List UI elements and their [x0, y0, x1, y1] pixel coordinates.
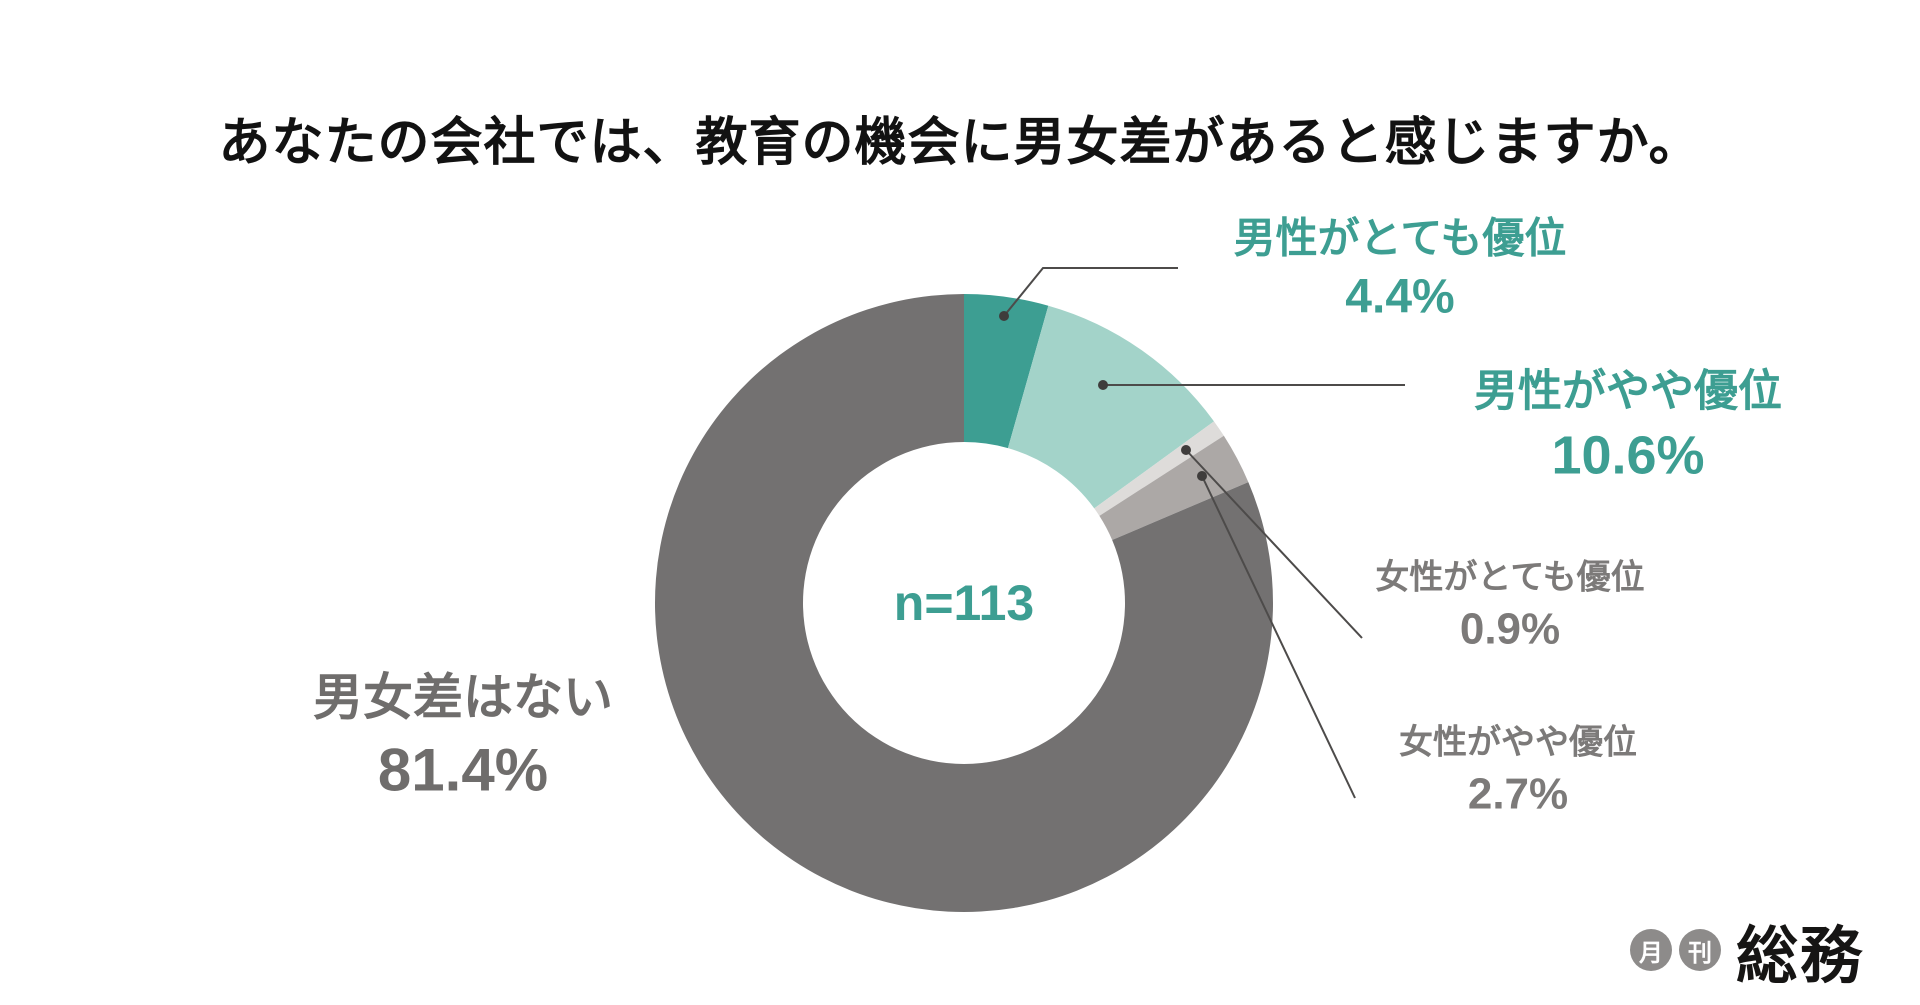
callout-male-slight: 男性がやや優位 10.6%: [1474, 362, 1782, 491]
logo-badge-kan: 刊: [1678, 929, 1721, 971]
pie-segment-2: [1094, 421, 1224, 516]
logo-name: 総務: [1735, 922, 1864, 991]
callout-label: 男女差はない: [313, 669, 613, 726]
callout-value: 2.7%: [1467, 769, 1569, 819]
logo-badge-month: 月: [1629, 929, 1672, 971]
chart-title: あなたの会社では、教育の機会に男女差があると感じますか。: [218, 114, 1702, 172]
callout-label: 男性がとても優位: [1233, 214, 1567, 262]
leader-line-male-strong: [1003, 267, 1178, 317]
callout-label: 男性がやや優位: [1474, 366, 1782, 416]
callout-value: 81.4%: [377, 736, 549, 804]
leader-dot-male-strong: [999, 311, 1009, 321]
leader-line-female-slight: [1201, 475, 1356, 799]
callout-label: 女性がとても優位: [1375, 558, 1645, 597]
callout-value: 4.4%: [1345, 271, 1455, 325]
leader-dot-male-slight: [1098, 380, 1108, 390]
publisher-logo: 月 刊 総務: [1629, 905, 1864, 995]
pie-segment-4: [654, 294, 1273, 912]
leader-dot-female-strong: [1181, 445, 1191, 455]
leader-line-female-strong: [1185, 449, 1363, 639]
sample-size-label: n=113: [893, 575, 1035, 631]
callout-male-strong: 男性がとても優位 4.4%: [1234, 211, 1567, 330]
pie-segment-3: [1099, 435, 1249, 540]
pie-segment-0: [964, 294, 1049, 449]
pie-segment-1: [1007, 305, 1214, 509]
callout-label: 女性がやや優位: [1399, 723, 1637, 762]
callout-value: 10.6%: [1551, 425, 1705, 486]
callout-female-strong: 女性がとても優位 0.9%: [1375, 556, 1644, 659]
leader-dot-female-slight: [1197, 471, 1207, 481]
callout-no-difference: 男女差はない 81.4%: [313, 664, 613, 809]
callout-value: 0.9%: [1459, 604, 1561, 654]
callout-female-slight: 女性がやや優位 2.7%: [1399, 721, 1637, 824]
